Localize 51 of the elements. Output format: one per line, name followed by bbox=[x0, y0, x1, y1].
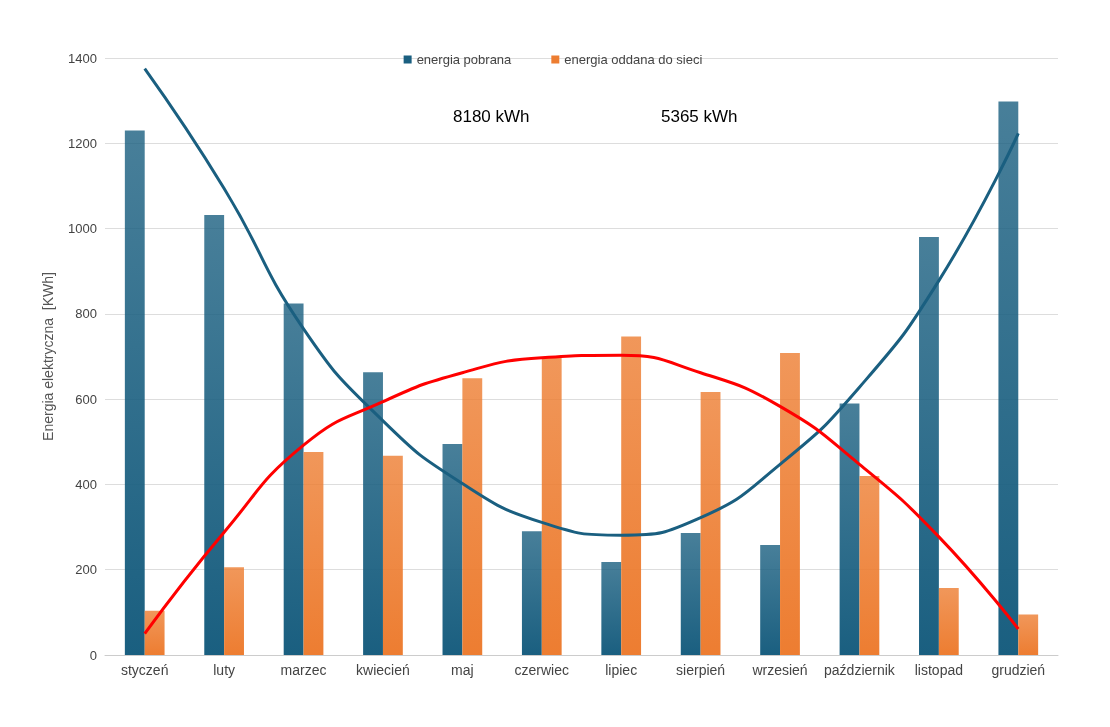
bar bbox=[621, 336, 642, 655]
annotation: 8180 kWh bbox=[453, 107, 530, 126]
bar bbox=[303, 452, 324, 655]
y-tick-label: 1000 bbox=[68, 221, 97, 237]
bar bbox=[680, 533, 701, 655]
x-tick-label: listopad bbox=[914, 662, 964, 678]
bar bbox=[442, 443, 463, 655]
bar bbox=[1018, 614, 1039, 655]
bar bbox=[938, 588, 959, 655]
x-tick-label: grudzień bbox=[991, 662, 1046, 678]
bar bbox=[541, 356, 562, 655]
y-axis-title: Energia elektryczna [KWh] bbox=[40, 272, 56, 441]
y-tick-label: 0 bbox=[89, 647, 97, 663]
x-tick-label: maj bbox=[451, 662, 474, 678]
bar bbox=[760, 544, 781, 655]
x-tick-label: styczeń bbox=[120, 662, 169, 678]
y-tick-label: 1200 bbox=[68, 135, 97, 151]
bar bbox=[601, 562, 622, 655]
bar bbox=[283, 303, 304, 655]
x-tick-label: wrzesień bbox=[751, 662, 808, 678]
bar bbox=[998, 101, 1019, 655]
bar bbox=[363, 372, 383, 655]
x-tick-label: sierpień bbox=[676, 662, 726, 678]
line-series bbox=[143, 353, 1020, 636]
annotation: 5365 kWh bbox=[661, 107, 738, 126]
y-tick-label: 600 bbox=[75, 391, 97, 407]
y-tick-label: 1400 bbox=[68, 50, 97, 66]
legend-label: energia oddana do sieci bbox=[564, 52, 703, 67]
bar bbox=[144, 610, 165, 655]
bar bbox=[462, 378, 483, 655]
bar bbox=[780, 353, 800, 655]
y-tick-label: 800 bbox=[75, 306, 97, 322]
bar bbox=[839, 403, 860, 655]
line-series bbox=[143, 67, 1020, 537]
y-tick-label: 400 bbox=[75, 476, 97, 492]
bar bbox=[919, 237, 939, 655]
x-tick-label: październik bbox=[824, 662, 896, 678]
bar bbox=[224, 567, 244, 655]
bar bbox=[521, 531, 542, 655]
x-tick-label: lipiec bbox=[605, 662, 638, 678]
legend-label: energia pobrana bbox=[416, 52, 513, 67]
bar bbox=[700, 391, 721, 655]
bar bbox=[204, 214, 225, 655]
bar bbox=[859, 475, 880, 655]
bar bbox=[382, 455, 403, 655]
y-tick-label: 200 bbox=[75, 562, 97, 578]
bar bbox=[124, 130, 145, 655]
x-tick-label: kwiecień bbox=[356, 662, 410, 678]
x-tick-label: luty bbox=[213, 662, 236, 678]
x-tick-label: marzec bbox=[280, 662, 327, 678]
x-tick-label: czerwiec bbox=[514, 662, 570, 678]
